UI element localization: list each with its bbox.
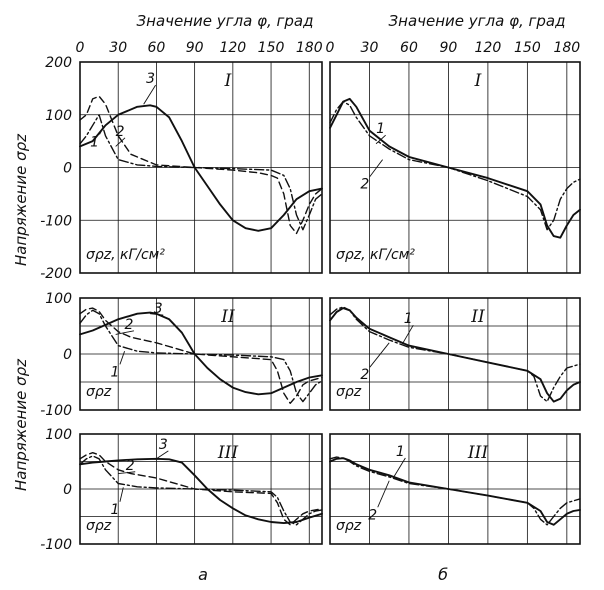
unit-label: σρz: [86, 518, 112, 534]
x-tick-label: 180: [296, 40, 323, 56]
curve-label-leader: [118, 471, 136, 475]
y-tick-label: 200: [45, 55, 72, 71]
curve-label-leader: [119, 351, 126, 365]
y-tick-label: -200: [40, 266, 72, 282]
curve-number-label: 3: [154, 301, 163, 317]
x-tick-label: 0: [326, 40, 335, 56]
series-line-3: [79, 311, 323, 396]
x-tick-label: 90: [186, 40, 204, 56]
panel-frame: [79, 433, 323, 545]
panel-frame: [79, 61, 323, 274]
panel-roman-label: III: [467, 443, 488, 463]
curve-label-leader: [150, 313, 164, 316]
curve-label-leader: [119, 487, 124, 502]
top-axis-title-a: Значение угла φ, град: [137, 12, 314, 30]
curve-number-label: 1: [396, 444, 405, 460]
y-axis-title-bottom: Напряжение σρz: [12, 358, 30, 491]
curve-label-leader: [143, 84, 156, 105]
top-axis-title-b: Значение угла φ, град: [389, 12, 566, 30]
x-tick-label: 90: [440, 40, 458, 56]
x-tick-label: 120: [219, 40, 246, 56]
panel-roman-label: I: [224, 71, 232, 91]
panel-roman-label: II: [220, 307, 235, 327]
panel-roman-label: II: [470, 307, 485, 327]
unit-label: σρz, кГ/см²: [336, 247, 415, 263]
y-axis-title-top: Напряжение σρz: [12, 133, 30, 266]
unit-label: σρz: [336, 518, 362, 534]
x-tick-label: 120: [475, 40, 502, 56]
x-tick-label: 180: [553, 40, 580, 56]
series-line-1: [79, 309, 323, 403]
panel-b-III: III σρz 1 2: [329, 433, 581, 545]
curve-label-leader: [401, 324, 414, 345]
curve-label-leader: [375, 134, 386, 145]
panel-roman-label: I: [474, 71, 482, 91]
y-tick-label: 0: [63, 161, 72, 177]
series-line-2: [79, 307, 323, 404]
x-tick-label: 60: [148, 40, 166, 56]
curve-label-leader: [369, 159, 383, 177]
y-tick-label: 0: [63, 482, 72, 498]
x-tick-label: 30: [361, 40, 379, 56]
x-tick-label: 0: [76, 40, 85, 56]
sub-label-a: а: [198, 565, 208, 584]
panel-b-II: II σρz 1 2: [329, 297, 581, 411]
curve-number-label: 3: [146, 71, 155, 87]
y-tick-label: -100: [40, 213, 72, 229]
x-tick-label: 60: [400, 40, 418, 56]
series-line-1: [79, 114, 323, 231]
curve-number-label: 2: [360, 177, 369, 193]
curve-label-leader: [369, 342, 390, 368]
curve-number-label: 1: [90, 134, 99, 150]
curve-number-label: 2: [124, 317, 133, 333]
curve-number-label: 1: [404, 311, 413, 327]
series-line-3: [79, 104, 323, 232]
series-line-2: [329, 306, 581, 403]
panel-frame: [329, 61, 581, 274]
curve-label-leader: [377, 480, 390, 508]
series-line-2: [79, 95, 323, 235]
curve-label-leader: [392, 457, 406, 479]
curve-number-label: 1: [110, 502, 119, 518]
panel-frame: [79, 297, 323, 411]
y-tick-label: -100: [40, 537, 72, 553]
curve-number-label: 3: [159, 437, 168, 453]
y-tick-label: 100: [45, 108, 72, 124]
panel-roman-label: III: [217, 443, 238, 463]
curve-label-leader: [156, 450, 169, 460]
y-tick-label: -100: [40, 403, 72, 419]
curve-label-leader: [115, 137, 126, 147]
series-line-1: [329, 97, 581, 239]
y-tick-label: 0: [63, 347, 72, 363]
panel-frame: [329, 433, 581, 545]
series-line-2: [329, 100, 581, 231]
curve-number-label: 1: [110, 364, 119, 380]
series-line-3: [79, 457, 323, 525]
unit-label: σρz, кГ/см²: [86, 247, 165, 263]
y-tick-label: 100: [45, 291, 72, 307]
panel-a-II: 100 0 -100 II σρz 1 2 3: [40, 291, 323, 419]
unit-label: σρz: [336, 384, 362, 400]
unit-label: σρz: [86, 384, 112, 400]
y-tick-label: 100: [45, 427, 72, 443]
curve-label-leader: [99, 130, 103, 135]
x-tick-label: 150: [514, 40, 541, 56]
x-tick-label: 150: [258, 40, 285, 56]
curve-number-label: 2: [368, 507, 377, 523]
x-tick-label: 30: [109, 40, 127, 56]
curve-number-label: 2: [360, 367, 369, 383]
sub-label-b: б: [438, 565, 448, 584]
series-line-2: [329, 456, 581, 526]
curve-number-label: 1: [376, 121, 385, 137]
curve-number-label: 2: [116, 124, 125, 140]
series-line-2: [79, 452, 323, 526]
curve-number-label: 2: [126, 458, 135, 474]
curve-label-leader: [115, 330, 135, 335]
panel-frame: [329, 297, 581, 411]
